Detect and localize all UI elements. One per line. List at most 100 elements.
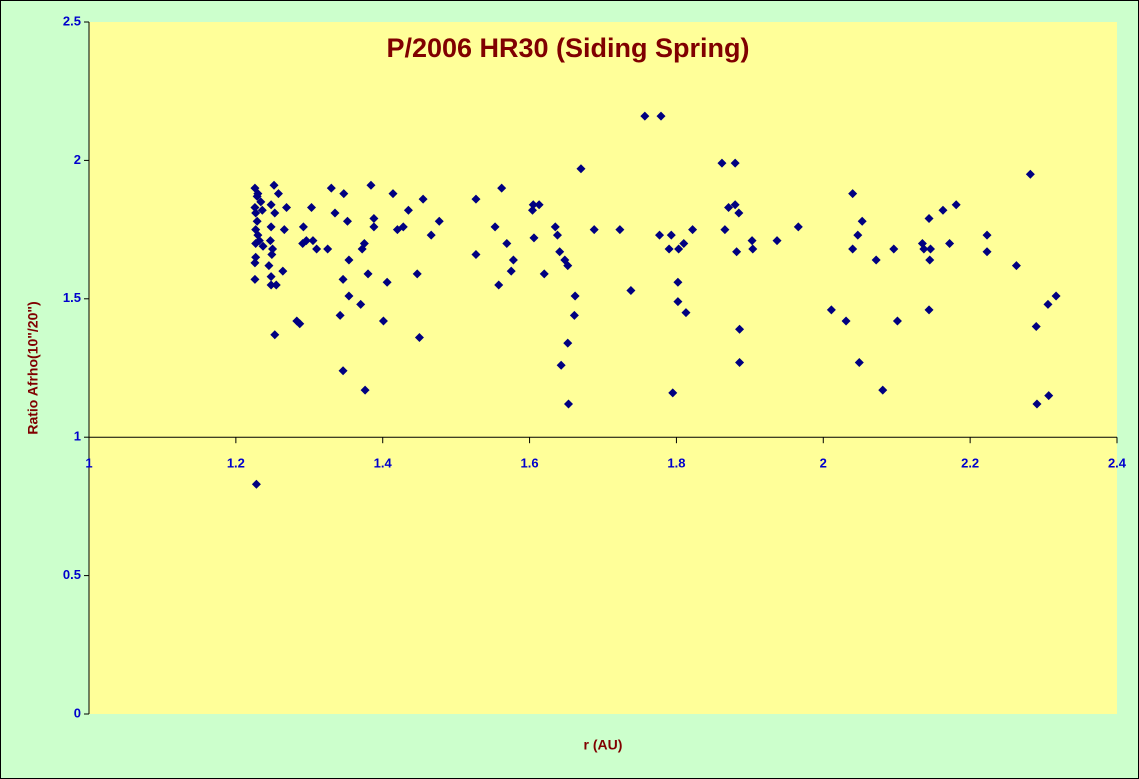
data-point (295, 319, 305, 329)
data-point (924, 305, 934, 315)
data-point (279, 225, 289, 235)
data-point (335, 310, 345, 320)
data-point (278, 266, 288, 276)
data-point (251, 238, 261, 248)
y-tick-label: 0.5 (63, 567, 81, 582)
data-point (508, 255, 518, 265)
data-point (668, 388, 678, 398)
data-point (666, 230, 676, 240)
chart-title: P/2006 HR30 (Siding Spring) (386, 33, 749, 63)
x-axis-label: r (AU) (584, 737, 623, 753)
data-point (490, 222, 500, 232)
data-point (569, 310, 579, 320)
data-point (1011, 261, 1021, 271)
data-point (266, 280, 276, 290)
data-point (878, 385, 888, 395)
data-point (298, 222, 308, 232)
data-point (679, 238, 689, 248)
data-point (826, 305, 836, 315)
data-point (576, 164, 586, 174)
data-point (256, 197, 266, 207)
data-point (938, 205, 948, 215)
data-point (251, 208, 261, 218)
data-point (344, 291, 354, 301)
data-point (363, 269, 373, 279)
x-tick-label: 2.2 (961, 456, 979, 471)
data-point (494, 280, 504, 290)
data-point (730, 200, 740, 210)
data-point (717, 158, 727, 168)
data-point (268, 244, 278, 254)
data-point (369, 214, 379, 224)
data-point (273, 189, 283, 199)
data-point (982, 230, 992, 240)
data-point (250, 202, 260, 212)
data-point (892, 316, 902, 326)
x-tick-label: 2.4 (1108, 456, 1127, 471)
data-point (414, 333, 424, 343)
data-point (258, 241, 268, 251)
data-point (563, 399, 573, 409)
x-tick-label: 1.2 (227, 456, 245, 471)
plot-area (89, 22, 1117, 714)
data-point (426, 230, 436, 240)
data-point (264, 261, 274, 271)
data-point (267, 250, 277, 260)
data-point (555, 247, 565, 257)
data-point (356, 299, 366, 309)
data-point (338, 366, 348, 376)
data-point (1025, 169, 1035, 179)
data-point (1043, 299, 1053, 309)
data-point (793, 222, 803, 232)
data-point (945, 238, 955, 248)
y-tick-label: 2.5 (63, 13, 81, 28)
data-point (360, 385, 370, 395)
data-point (735, 357, 745, 367)
data-point (398, 222, 408, 232)
data-point (563, 338, 573, 348)
data-point (344, 255, 354, 265)
data-point (301, 236, 311, 246)
data-point (366, 180, 376, 190)
data-point (556, 360, 566, 370)
data-point (308, 236, 318, 246)
data-point (848, 244, 858, 254)
data-point (848, 189, 858, 199)
data-point (266, 272, 276, 282)
data-point (640, 111, 650, 121)
data-point (529, 233, 539, 243)
data-point (471, 194, 481, 204)
data-point (655, 230, 665, 240)
data-point (674, 244, 684, 254)
data-point (270, 208, 280, 218)
data-point (252, 191, 262, 201)
data-point (550, 222, 560, 232)
data-point (528, 200, 538, 210)
data-point (681, 308, 691, 318)
data-point (250, 258, 260, 268)
y-tick-label: 1 (74, 429, 81, 444)
data-point (528, 205, 538, 215)
data-point (889, 244, 899, 254)
data-point (506, 266, 516, 276)
y-axis-label: Ratio Afrho(10"/20") (25, 301, 41, 434)
data-point (925, 244, 935, 254)
data-point (271, 280, 281, 290)
data-point (688, 225, 698, 235)
data-point (924, 214, 934, 224)
data-point (266, 200, 276, 210)
data-point (626, 285, 636, 295)
data-point (563, 261, 573, 271)
data-point (673, 297, 683, 307)
data-point (266, 222, 276, 232)
data-point (1051, 291, 1061, 301)
x-tick-label: 1 (85, 456, 92, 471)
data-point (664, 244, 674, 254)
data-point (748, 244, 758, 254)
data-point (252, 216, 262, 226)
data-point (326, 183, 336, 193)
y-tick-label: 1.5 (63, 290, 81, 305)
x-tick-label: 1.4 (374, 456, 393, 471)
data-point (434, 216, 444, 226)
